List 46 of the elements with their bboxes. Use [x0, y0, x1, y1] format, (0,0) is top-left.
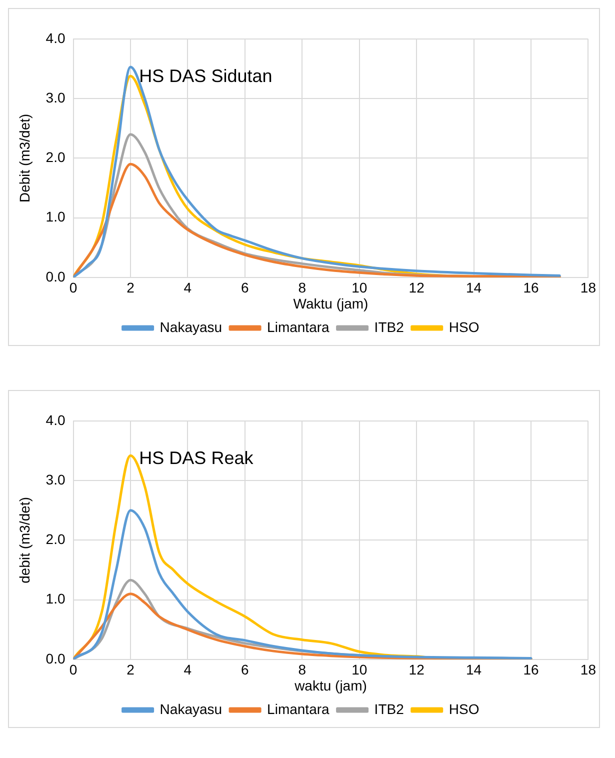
- legend-label: Limantara: [267, 700, 330, 717]
- legend-label: HSO: [448, 700, 480, 717]
- x-tick-label: 10: [352, 280, 368, 296]
- x-tick-label: 16: [523, 662, 539, 678]
- x-tick-label: 4: [184, 662, 192, 678]
- legend-label: ITB2: [374, 700, 404, 717]
- text: HS DAS Sidutan: [139, 66, 272, 86]
- line-series: [73, 509, 532, 660]
- x-tick-label: 16: [523, 280, 539, 296]
- x-axis-title: Waktu (jam): [293, 295, 368, 312]
- y-tick-label: 0.0: [46, 650, 66, 666]
- legend-label: ITB2: [374, 318, 404, 335]
- x-tick-label: 18: [580, 280, 596, 296]
- line-series: [73, 162, 561, 278]
- x-tick-label: 2: [126, 662, 135, 678]
- y-tick-label: 4.0: [46, 412, 66, 428]
- y-tick-label: 0.0: [46, 268, 66, 284]
- legend-label: Limantara: [267, 318, 330, 335]
- text: HS DAS Reak: [139, 448, 254, 468]
- legend-label: Nakayasu: [160, 700, 222, 717]
- x-tick-label: 0: [69, 662, 78, 678]
- x-tick-label: 4: [184, 280, 192, 296]
- x-tick-label: 12: [408, 280, 425, 296]
- x-tick-label: 8: [298, 280, 306, 296]
- x-axis-title: waktu (jam): [294, 677, 367, 694]
- x-tick-label: 8: [298, 662, 306, 678]
- x-tick-label: 12: [408, 662, 425, 678]
- y-axis-title: Debit (m3/det): [16, 114, 32, 203]
- x-tick-label: 0: [69, 280, 78, 296]
- y-tick-label: 1.0: [46, 590, 66, 607]
- x-tick-label: 6: [241, 662, 250, 678]
- y-axis-title: debit (m3/det): [16, 497, 32, 584]
- y-tick-label: 3.0: [46, 89, 66, 106]
- x-tick-label: 10: [352, 662, 368, 678]
- y-tick-label: 2.0: [46, 531, 66, 548]
- x-tick-label: 18: [580, 662, 596, 678]
- y-tick-label: 1.0: [46, 208, 66, 225]
- x-tick-label: 14: [466, 280, 482, 296]
- y-tick-label: 4.0: [46, 30, 66, 46]
- x-tick-label: 14: [466, 662, 482, 678]
- x-tick-label: 2: [126, 280, 135, 296]
- x-tick-label: 6: [241, 280, 250, 296]
- legend-label: Nakayasu: [160, 318, 222, 335]
- y-tick-label: 2.0: [46, 149, 66, 166]
- y-tick-label: 3.0: [46, 471, 66, 488]
- legend-label: HSO: [448, 318, 480, 335]
